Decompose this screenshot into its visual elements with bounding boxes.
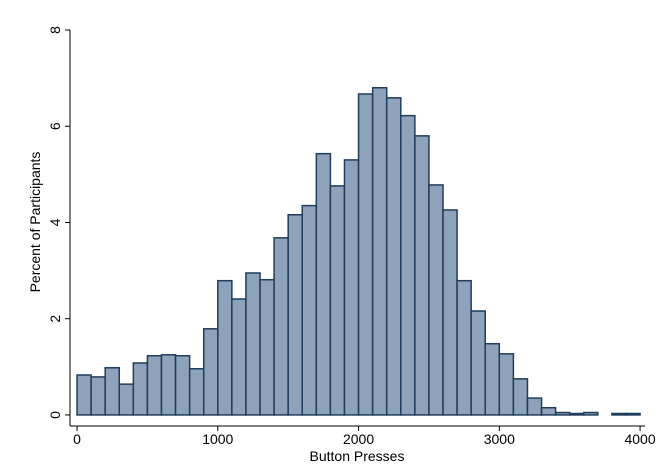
bar xyxy=(217,279,233,416)
bar xyxy=(343,159,360,416)
bar xyxy=(357,93,374,416)
bar xyxy=(118,383,135,416)
x-tick-label: 3000 xyxy=(484,431,515,447)
bar xyxy=(301,204,318,416)
bar xyxy=(554,411,571,416)
bar xyxy=(90,376,106,416)
bar xyxy=(442,209,458,416)
bar xyxy=(174,354,191,416)
bar xyxy=(498,353,515,416)
x-tick-label: 4000 xyxy=(624,431,655,447)
y-axis-title: Percent of Participants xyxy=(27,152,43,293)
bar xyxy=(512,378,529,416)
y-tick-label: 4 xyxy=(47,218,63,226)
bar xyxy=(132,362,149,416)
bar xyxy=(245,272,261,416)
y-tick-label: 2 xyxy=(47,315,63,323)
bar xyxy=(484,342,501,416)
bar xyxy=(526,397,543,416)
x-tick-label: 1000 xyxy=(202,431,233,447)
bar xyxy=(625,412,641,416)
bar xyxy=(329,185,346,416)
y-tick-label: 0 xyxy=(47,411,63,419)
bar xyxy=(188,367,205,416)
bar xyxy=(611,412,627,416)
bar xyxy=(456,279,472,416)
x-tick-label: 2000 xyxy=(343,431,374,447)
bar xyxy=(470,310,486,416)
y-tick-label: 8 xyxy=(47,26,63,34)
bar xyxy=(414,135,430,416)
bar xyxy=(76,374,92,416)
x-axis-title: Button Presses xyxy=(310,448,405,464)
bar xyxy=(202,328,219,416)
bar xyxy=(385,97,402,416)
bar xyxy=(400,114,416,416)
bar xyxy=(315,152,332,416)
bar xyxy=(287,214,304,416)
bar xyxy=(231,298,247,416)
bar xyxy=(371,86,388,416)
bar xyxy=(428,184,444,416)
bar xyxy=(160,354,177,416)
bar xyxy=(273,237,289,416)
bar xyxy=(583,411,599,416)
bar xyxy=(540,406,557,416)
bar xyxy=(259,278,275,416)
bar xyxy=(104,367,121,416)
x-tick-label: 0 xyxy=(73,431,81,447)
bar xyxy=(146,354,163,416)
bar xyxy=(568,412,585,416)
y-tick-label: 6 xyxy=(47,122,63,130)
